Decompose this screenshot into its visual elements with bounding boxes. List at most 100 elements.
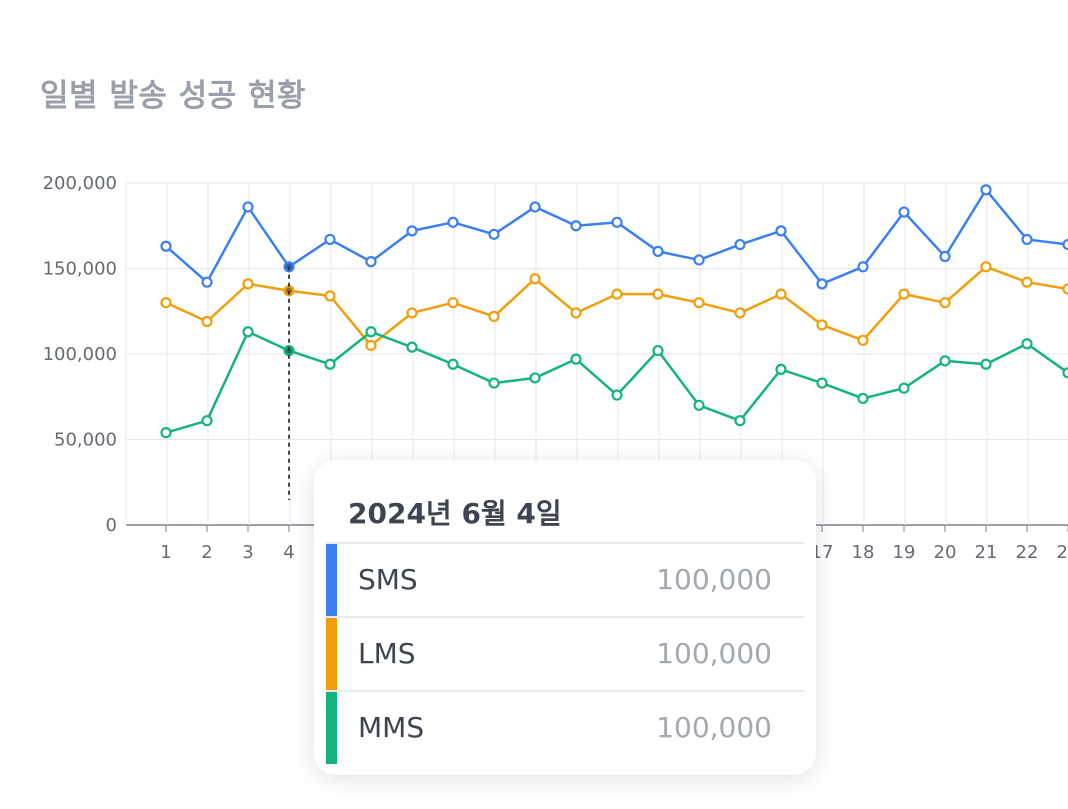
hover-indicator (286, 263, 292, 500)
mms-data-point[interactable] (980, 358, 992, 370)
lms-data-point[interactable] (652, 288, 664, 300)
mms-data-point[interactable] (611, 389, 623, 401)
mms-data-point[interactable] (447, 358, 459, 370)
lms-data-point[interactable] (1021, 276, 1033, 288)
y-tick-label: 0 (106, 515, 117, 536)
lms-series-line (165, 265, 1068, 347)
x-tick-label: 17 (811, 542, 834, 563)
lms-data-point[interactable] (570, 307, 582, 319)
sms-data-point[interactable] (816, 278, 828, 290)
x-tick-label: 20 (934, 542, 957, 563)
sms-data-point[interactable] (488, 228, 500, 240)
lms-data-point[interactable] (406, 307, 418, 319)
mms-data-point[interactable] (898, 382, 910, 394)
lms-data-point[interactable] (980, 261, 992, 273)
tooltip-date: 2024년 6월 4일 (348, 497, 562, 530)
sms-data-point[interactable] (775, 225, 787, 237)
mms-data-point[interactable] (857, 392, 869, 405)
tooltip-row-mms: MMS 100,000 (326, 690, 804, 764)
sms-data-point[interactable] (365, 256, 377, 268)
mms-data-point[interactable] (734, 415, 746, 427)
lms-data-point[interactable] (365, 339, 377, 352)
hover-point-marker (286, 287, 292, 294)
x-tick-label: 4 (283, 542, 294, 563)
mms-data-point[interactable] (324, 358, 336, 370)
tooltip-row-sms: SMS 100,000 (326, 542, 804, 616)
x-tick-label: 23 (1057, 542, 1068, 563)
x-tick-label: 21 (975, 542, 998, 563)
lms-data-point[interactable] (447, 297, 459, 309)
lms-data-point[interactable] (939, 297, 951, 309)
tooltip-rows: SMS 100,000 LMS 100,000 MMS 100,000 (326, 542, 804, 764)
lms-data-point[interactable] (242, 278, 254, 290)
x-tick-label: 22 (1016, 542, 1039, 563)
mms-data-point[interactable] (529, 372, 541, 384)
lms-data-point[interactable] (324, 290, 336, 302)
sms-data-point[interactable] (693, 254, 705, 266)
tooltip-row-label: SMS (358, 563, 418, 596)
mms-data-point[interactable] (1062, 367, 1068, 379)
mms-data-point[interactable] (201, 415, 213, 427)
chart-series (160, 184, 1068, 439)
mms-data-point[interactable] (570, 353, 582, 365)
y-tick-label: 100,000 (43, 344, 117, 365)
sms-data-point[interactable] (898, 206, 910, 218)
sms-data-point[interactable] (1021, 233, 1033, 246)
sms-data-point[interactable] (857, 261, 869, 273)
lms-data-point[interactable] (611, 288, 623, 300)
mms-data-point[interactable] (242, 326, 254, 338)
lms-color-swatch (326, 618, 337, 690)
lms-data-point[interactable] (1062, 283, 1068, 295)
lms-data-point[interactable] (693, 297, 705, 309)
sms-data-point[interactable] (611, 216, 623, 228)
sms-data-point[interactable] (734, 238, 746, 251)
sms-data-point[interactable] (570, 220, 582, 232)
lms-data-point[interactable] (898, 288, 910, 300)
mms-data-point[interactable] (939, 355, 951, 367)
lms-data-point[interactable] (775, 288, 787, 300)
mms-data-point[interactable] (693, 399, 705, 411)
x-tick-label: 18 (852, 542, 875, 563)
tooltip-row-lms: LMS 100,000 (326, 616, 804, 690)
sms-data-point[interactable] (1062, 238, 1068, 251)
hover-point-marker (286, 347, 292, 354)
mms-data-point[interactable] (652, 344, 664, 357)
mms-data-point[interactable] (365, 326, 377, 338)
y-tick-label: 200,000 (43, 173, 117, 194)
y-tick-label: 150,000 (43, 259, 117, 280)
sms-data-point[interactable] (160, 240, 172, 252)
mms-data-point[interactable] (160, 427, 172, 439)
lms-data-point[interactable] (201, 315, 213, 328)
sms-data-point[interactable] (652, 245, 664, 257)
mms-data-point[interactable] (488, 377, 500, 389)
lms-data-point[interactable] (529, 273, 541, 285)
mms-series-line (165, 330, 1068, 434)
sms-data-point[interactable] (980, 184, 992, 196)
mms-data-point[interactable] (1021, 338, 1033, 350)
mms-color-swatch (326, 692, 337, 764)
mms-data-point[interactable] (775, 363, 787, 375)
lms-data-point[interactable] (488, 310, 500, 322)
tooltip-row-label: LMS (358, 637, 416, 670)
lms-data-point[interactable] (734, 307, 746, 319)
sms-data-point[interactable] (529, 201, 541, 213)
chart-title: 일별 발송 성공 현황 (40, 78, 307, 114)
hover-point-marker (286, 263, 292, 270)
sms-data-point[interactable] (242, 201, 254, 213)
sms-series-line (165, 188, 1068, 286)
lms-data-point[interactable] (857, 334, 869, 346)
tooltip-row-value: 100,000 (656, 563, 772, 596)
mms-data-point[interactable] (816, 377, 828, 389)
tooltip-row-label: MMS (358, 711, 425, 744)
tooltip-row-value: 100,000 (656, 637, 772, 670)
sms-data-point[interactable] (447, 216, 459, 228)
tooltip-row-value: 100,000 (656, 711, 772, 744)
sms-data-point[interactable] (201, 276, 213, 288)
mms-data-point[interactable] (406, 341, 418, 353)
lms-data-point[interactable] (160, 297, 172, 309)
lms-data-point[interactable] (816, 319, 828, 331)
sms-data-point[interactable] (939, 250, 951, 263)
x-tick-label: 3 (242, 542, 253, 563)
sms-data-point[interactable] (324, 233, 336, 246)
sms-data-point[interactable] (406, 225, 418, 237)
